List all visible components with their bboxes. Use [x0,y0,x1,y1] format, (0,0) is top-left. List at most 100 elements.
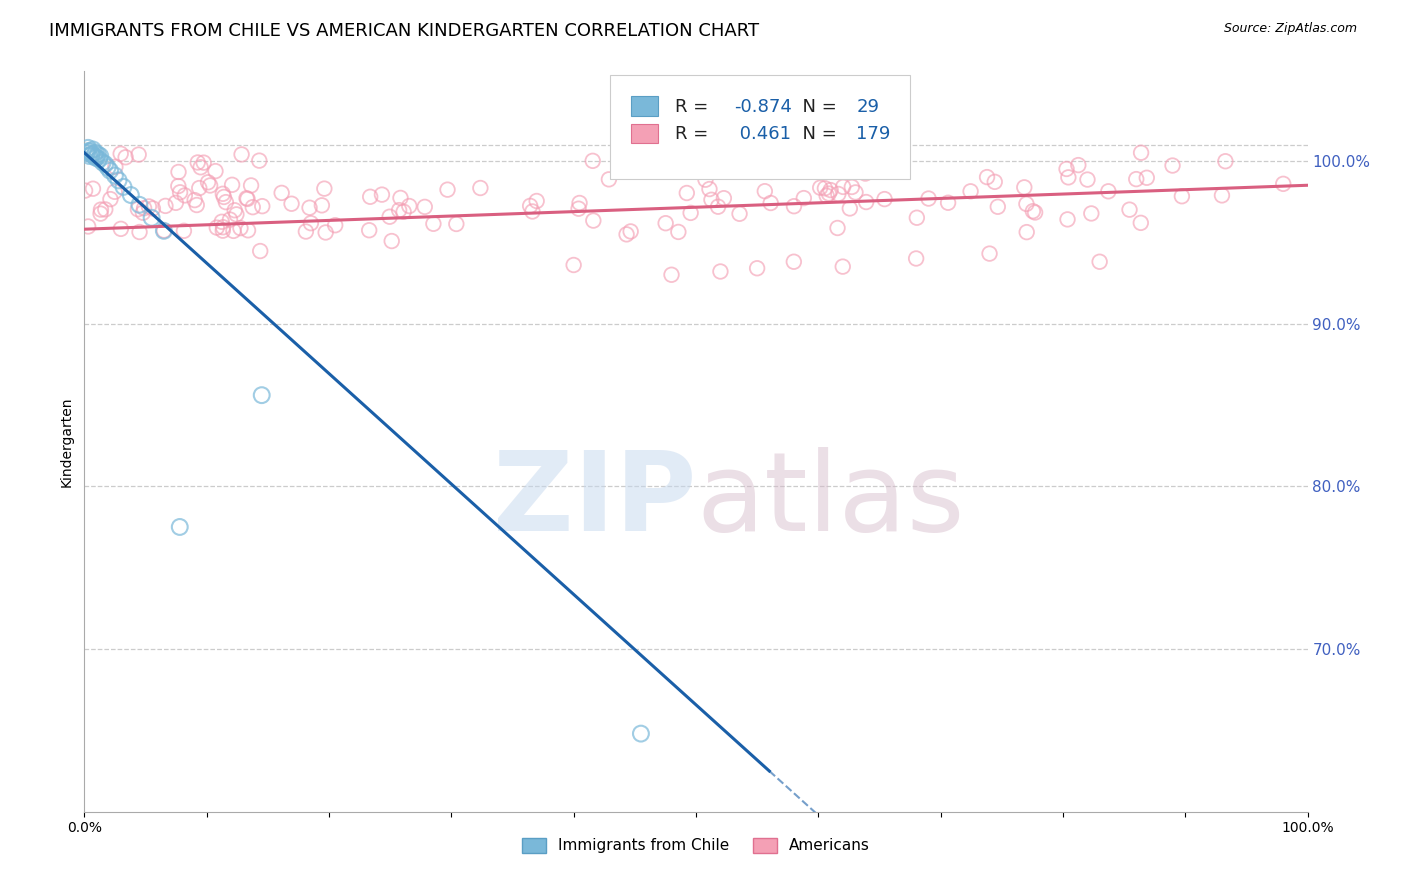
Point [75,184,97,198]
Point [205,220,228,235]
Point [183,193,205,207]
Point [853,167,876,181]
Point [1118,202,1140,217]
Text: R =: R = [675,98,714,116]
Text: 0.461: 0.461 [734,125,792,144]
Text: Source: ZipAtlas.com: Source: ZipAtlas.com [1223,22,1357,36]
Point [236,223,259,237]
Point [173,188,195,202]
Point [128,198,150,212]
Point [413,200,436,214]
Point [1067,158,1090,172]
Text: N =: N = [792,125,842,144]
Point [1136,170,1159,185]
Point [114,150,136,164]
Point [212,190,235,204]
Point [761,165,783,179]
Point [522,204,544,219]
Point [679,206,702,220]
Point [1022,204,1045,219]
Point [314,181,336,195]
Point [388,203,411,218]
Point [568,202,591,216]
Point [84,145,107,160]
Point [132,206,155,220]
Point [77,149,100,163]
Point [153,223,176,237]
Point [76,145,98,160]
Point [675,186,697,200]
Point [120,188,142,202]
Point [759,196,782,211]
Point [77,144,100,158]
Point [252,199,274,213]
Point [187,155,209,169]
Point [97,161,120,175]
Point [873,192,896,206]
Point [280,196,302,211]
Point [616,227,638,242]
Point [167,179,190,194]
FancyBboxPatch shape [631,124,658,144]
Point [212,220,235,235]
Point [526,194,548,208]
Point [82,143,104,157]
Point [1015,197,1038,211]
Point [1015,225,1038,239]
Point [110,222,132,236]
Point [211,224,233,238]
Point [127,202,149,217]
Point [398,199,420,213]
Point [236,192,259,206]
Point [211,215,233,229]
FancyBboxPatch shape [610,75,910,178]
Point [110,146,132,161]
Point [1076,172,1098,186]
Point [754,184,776,198]
Point [87,153,110,167]
Point [323,219,346,233]
Point [84,151,107,165]
Point [155,199,177,213]
Point [389,191,412,205]
Point [359,190,381,204]
Text: -0.874: -0.874 [734,98,792,116]
Text: IMMIGRANTS FROM CHILE VS AMERICAN KINDERGARTEN CORRELATION CHART: IMMIGRANTS FROM CHILE VS AMERICAN KINDER… [49,22,759,40]
Point [841,180,863,194]
Point [378,210,401,224]
Point [141,211,163,225]
Point [298,201,321,215]
Point [165,195,187,210]
Point [747,261,769,276]
Point [77,219,100,234]
Point [82,182,104,196]
Text: 179: 179 [856,125,890,144]
Point [814,181,837,195]
Point [77,141,100,155]
Point [959,184,981,198]
Point [855,194,877,209]
Point [983,175,1005,189]
Point [80,147,103,161]
Point [89,149,111,163]
Point [1161,159,1184,173]
Point [229,221,252,235]
Point [666,225,689,239]
Point [519,199,541,213]
Text: 29: 29 [856,98,879,116]
Point [707,200,730,214]
Point [1097,184,1119,198]
Point [86,151,108,165]
Point [173,224,195,238]
Point [138,199,160,213]
Point [190,161,212,175]
Point [661,268,683,282]
Point [1014,180,1036,194]
Point [827,186,849,201]
Point [169,520,191,534]
Point [98,163,121,178]
FancyBboxPatch shape [631,96,658,116]
Point [936,195,959,210]
Point [186,198,208,212]
Point [838,202,860,216]
